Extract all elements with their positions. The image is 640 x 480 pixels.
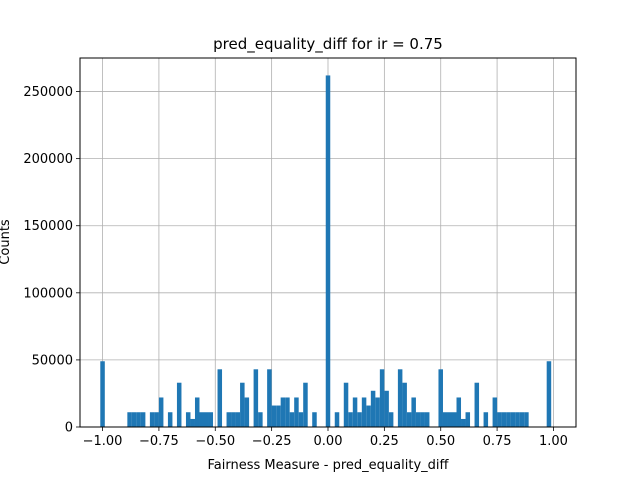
histogram-bar [438, 369, 443, 427]
histogram-bar [546, 361, 552, 427]
histogram-bar [240, 382, 245, 427]
histogram-bar [465, 412, 471, 427]
x-axis-label: Fairness Measure - pred_equality_diff [208, 458, 450, 473]
histogram-bar [176, 382, 182, 427]
y-tick-label: 50000 [32, 353, 73, 368]
histogram-bar [497, 412, 502, 427]
histogram-bar [375, 397, 380, 427]
histogram-bar [303, 382, 308, 427]
histogram-bar [452, 412, 457, 427]
x-tick-label: 0.00 [314, 434, 343, 449]
histogram-bar [285, 397, 290, 427]
histogram-bar [235, 412, 241, 427]
histogram-bar [424, 412, 430, 427]
histogram-bar [348, 412, 353, 427]
histogram-bar [253, 369, 259, 427]
histogram-bar [501, 412, 507, 427]
histogram-bar [127, 412, 132, 427]
histogram-bar [280, 397, 286, 427]
histogram-bar [384, 390, 389, 427]
histogram-bar [194, 397, 200, 427]
histogram-bar [199, 412, 204, 427]
y-axis-ticks: 0 50000 100000 150000 200000 250000 [23, 85, 80, 436]
x-axis-ticks: −1.00 −0.75 −0.50 −0.25 0.00 0.25 0.50 0.75 1.00 [83, 427, 568, 449]
histogram-bar [406, 412, 412, 427]
histogram-bar [190, 418, 195, 427]
x-tick-label: −0.25 [252, 434, 292, 449]
histogram-bar [402, 382, 407, 427]
histogram-bar [343, 382, 349, 427]
histogram-bar [231, 412, 236, 427]
histogram-bar [447, 412, 452, 427]
histogram-bar [420, 412, 425, 427]
histogram-bar [366, 405, 371, 427]
chart-title: pred_equality_diff for ir = 0.75 [213, 35, 443, 54]
histogram-bar [149, 412, 155, 427]
histogram-bar [492, 397, 498, 427]
y-tick-label: 100000 [23, 286, 73, 301]
histogram-bar [136, 412, 141, 427]
histogram-bar [167, 412, 173, 427]
y-tick-label: 150000 [23, 219, 73, 234]
histogram-bar [204, 412, 209, 427]
histogram-bar [361, 397, 367, 427]
histogram-bar [258, 412, 263, 427]
histogram-bar [226, 412, 232, 427]
histogram-bar [357, 412, 362, 427]
histogram-bar [208, 412, 214, 427]
y-tick-label: 250000 [23, 85, 73, 100]
histogram-bar [515, 412, 520, 427]
x-tick-label: −0.75 [139, 434, 179, 449]
histogram-bar [131, 412, 137, 427]
histogram-bar [158, 397, 164, 427]
histogram-bar [325, 75, 331, 427]
histogram-bar [456, 397, 462, 427]
histogram-bar [271, 405, 277, 427]
histogram-bar [244, 397, 250, 427]
histogram-bar [154, 412, 159, 427]
histogram-bar [267, 369, 272, 427]
histogram-bar [289, 412, 295, 427]
histogram-bar [442, 412, 448, 427]
x-tick-label: 0.25 [370, 434, 399, 449]
histogram-bar [461, 418, 466, 427]
histogram-bar [370, 390, 376, 427]
x-tick-label: 0.75 [483, 434, 512, 449]
y-axis-label: Counts [0, 219, 13, 265]
histogram-bar [510, 412, 516, 427]
histogram-bar [411, 397, 416, 427]
y-tick-label: 200000 [23, 152, 73, 167]
histogram-bar [524, 412, 529, 427]
histogram-bar [217, 369, 223, 427]
x-tick-label: 0.50 [426, 434, 455, 449]
histogram-bar [100, 361, 105, 427]
histogram-bar [379, 369, 385, 427]
x-tick-label: −0.50 [195, 434, 235, 449]
x-tick-label: −1.00 [83, 434, 123, 449]
x-tick-label: 1.00 [539, 434, 568, 449]
histogram-bar [352, 397, 358, 427]
histogram-bar [415, 412, 421, 427]
histogram-bar [519, 412, 525, 427]
histogram-bar [185, 412, 191, 427]
histogram-bar [140, 412, 146, 427]
histogram-bar [388, 412, 394, 427]
y-tick-label: 0 [65, 421, 73, 436]
histogram-bar [312, 412, 317, 427]
histogram-bar [276, 405, 281, 427]
histogram-bar [483, 412, 489, 427]
histogram-bars [100, 75, 552, 427]
histogram-bar [506, 412, 511, 427]
histogram-bar [298, 412, 304, 427]
histogram-bar [334, 412, 340, 427]
histogram-bar [294, 397, 299, 427]
histogram-bar [397, 369, 403, 427]
histogram-bar [474, 382, 480, 427]
